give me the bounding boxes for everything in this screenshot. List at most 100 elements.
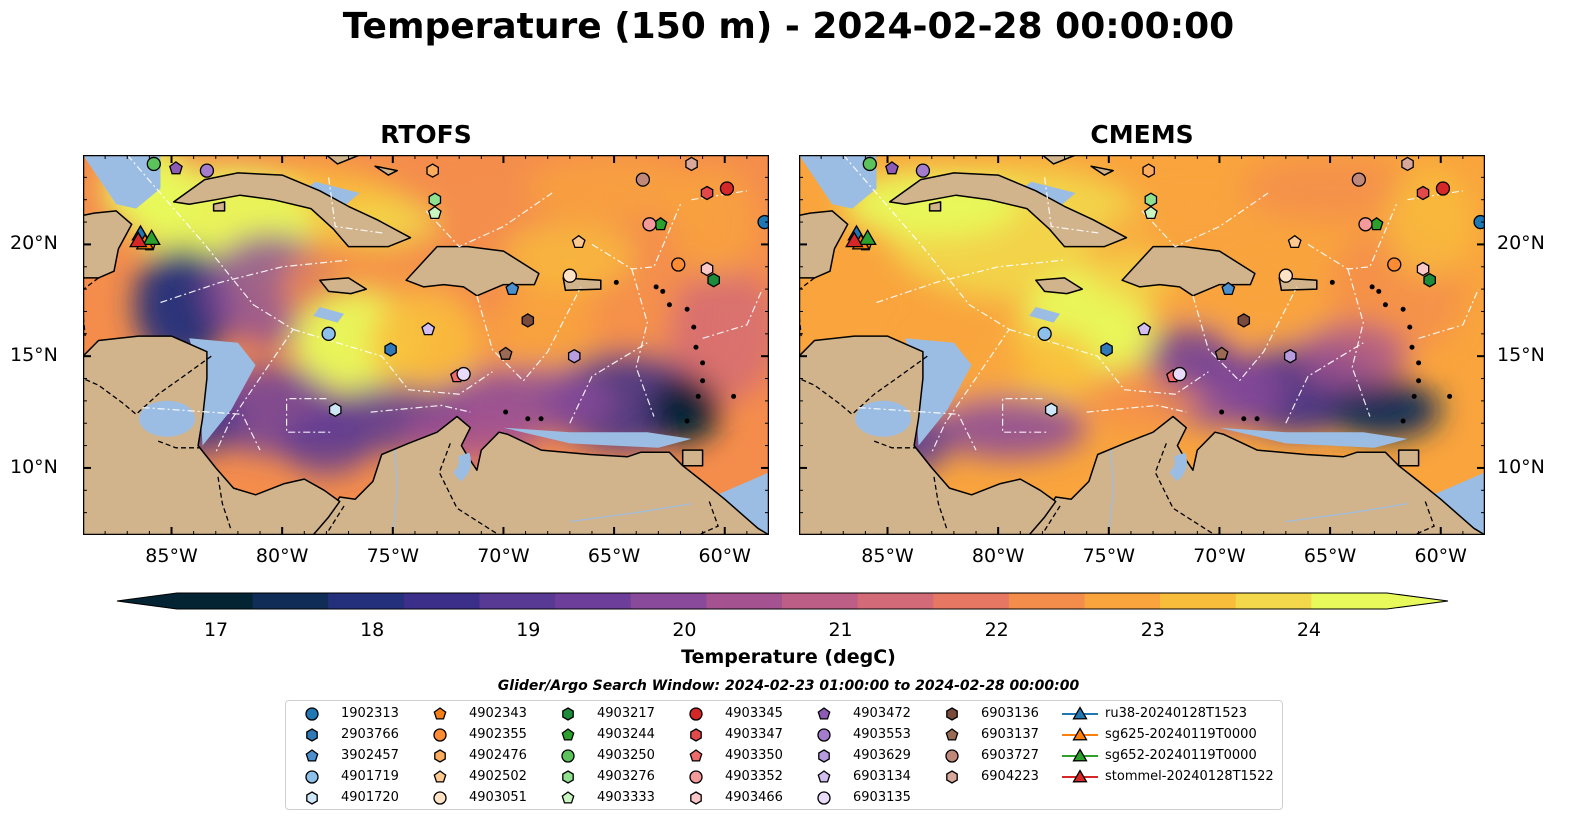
country-border: [1154, 443, 1216, 535]
float-4903333[interactable]: [1143, 205, 1158, 220]
river: [569, 503, 692, 523]
legend-label: 4903466: [725, 790, 783, 805]
float-6903134[interactable]: [421, 322, 436, 336]
land-centralamerica: [83, 335, 341, 535]
map-panel-cmems[interactable]: [799, 155, 1485, 535]
float-3902457[interactable]: [1221, 281, 1236, 296]
glider-stommel[interactable]: [845, 231, 864, 248]
float-6904223[interactable]: [1401, 156, 1414, 172]
float-4903217[interactable]: [1423, 272, 1436, 288]
float-4903051[interactable]: [562, 268, 577, 283]
float-6903135[interactable]: [456, 366, 471, 382]
legend-marker-icon: [433, 791, 447, 805]
legend-label: 4903217: [597, 706, 655, 721]
colorbar-bin: [479, 593, 556, 609]
float-4901720[interactable]: [1044, 402, 1058, 418]
float-4903347[interactable]: [700, 185, 714, 201]
float-4903472[interactable]: [169, 161, 183, 175]
land-jamaica: [1035, 277, 1084, 295]
float-4903553[interactable]: [199, 163, 215, 178]
legend-label: sg652-20240119T0000: [1105, 748, 1257, 763]
float-4903276[interactable]: [1144, 192, 1158, 207]
float-6903136[interactable]: [521, 313, 535, 328]
float-4903472[interactable]: [885, 161, 899, 175]
float-6903136[interactable]: [1237, 313, 1251, 328]
island: [538, 416, 544, 422]
eez-boundary: [876, 259, 1065, 304]
float-4903250[interactable]: [862, 156, 877, 172]
legend-label: 6903727: [981, 748, 1039, 763]
island: [1376, 288, 1382, 294]
map-panel-rtofs[interactable]: [83, 155, 769, 535]
float-4903352[interactable]: [1358, 217, 1373, 232]
float-4903250[interactable]: [146, 156, 161, 172]
float-1902313[interactable]: [757, 214, 769, 230]
legend-marker-icon: [817, 791, 831, 805]
float-6903137[interactable]: [498, 346, 513, 360]
float-4903345[interactable]: [719, 181, 735, 196]
float-3902457[interactable]: [505, 281, 520, 296]
island: [691, 324, 697, 330]
float-4902355[interactable]: [1387, 257, 1402, 272]
float-4903051[interactable]: [1278, 268, 1293, 283]
float-4903333[interactable]: [427, 205, 442, 220]
float-4901720[interactable]: [328, 402, 342, 418]
float-6903135[interactable]: [1172, 366, 1187, 382]
country-border: [873, 440, 917, 449]
colorbar-bin: [252, 593, 329, 609]
glider-sg652[interactable]: [858, 228, 877, 246]
float-4903629[interactable]: [567, 348, 581, 364]
legend-label: 6904223: [981, 769, 1039, 784]
float-4902502[interactable]: [571, 234, 586, 249]
float-4902476[interactable]: [1142, 163, 1155, 178]
float-6903137[interactable]: [1214, 346, 1229, 360]
glider-sg652[interactable]: [142, 228, 161, 246]
eez-boundary: [286, 398, 331, 433]
legend-label: 6903135: [853, 790, 911, 805]
float-4903466[interactable]: [700, 261, 714, 277]
legend-marker-icon: [305, 770, 319, 784]
island: [700, 378, 706, 384]
legend-marker-icon: [817, 707, 831, 720]
legend-label: 4903629: [853, 748, 911, 763]
legend-label: 4903250: [597, 748, 655, 763]
float-6904223[interactable]: [685, 156, 698, 172]
float-4902476[interactable]: [426, 163, 439, 178]
legend-marker-icon: [946, 707, 958, 721]
glider-stommel[interactable]: [129, 231, 148, 248]
shallow-shelf: [83, 155, 161, 209]
float-6903727[interactable]: [1351, 172, 1367, 187]
float-4902502[interactable]: [1287, 234, 1302, 249]
map-frame: [799, 155, 1485, 535]
float-4901719[interactable]: [1037, 326, 1052, 341]
eez-boundary: [370, 404, 471, 413]
float-4903553[interactable]: [915, 163, 931, 178]
float-4903276[interactable]: [428, 192, 442, 207]
float-1902313[interactable]: [1473, 214, 1485, 230]
legend-label: 4903347: [725, 727, 783, 742]
float-4903352[interactable]: [642, 217, 657, 232]
float-4903217[interactable]: [707, 272, 720, 288]
land-bahamas2: [374, 165, 398, 176]
colorbar-bin: [403, 593, 481, 609]
legend-label: 4903350: [725, 748, 783, 763]
float-4903345[interactable]: [1435, 181, 1451, 196]
island: [1416, 378, 1422, 384]
colorbar-extend-low: [117, 593, 177, 609]
float-4903629[interactable]: [1283, 348, 1297, 364]
country-border: [933, 476, 948, 531]
float-4901719[interactable]: [321, 326, 336, 341]
float-4902355[interactable]: [671, 257, 686, 272]
float-2903766[interactable]: [1100, 342, 1113, 357]
colorbar-outline: [116, 592, 1449, 610]
land-hispaniola: [405, 245, 540, 297]
float-6903727[interactable]: [635, 172, 651, 187]
lat-tick-label-left: 20°N: [10, 232, 58, 255]
float-4903466[interactable]: [1416, 261, 1430, 277]
country-border: [1413, 501, 1435, 535]
float-6903134[interactable]: [1137, 322, 1152, 336]
float-2903766[interactable]: [384, 342, 397, 357]
lake-nicaragua: [139, 400, 196, 437]
float-4903347[interactable]: [1416, 185, 1430, 201]
island: [693, 344, 699, 350]
